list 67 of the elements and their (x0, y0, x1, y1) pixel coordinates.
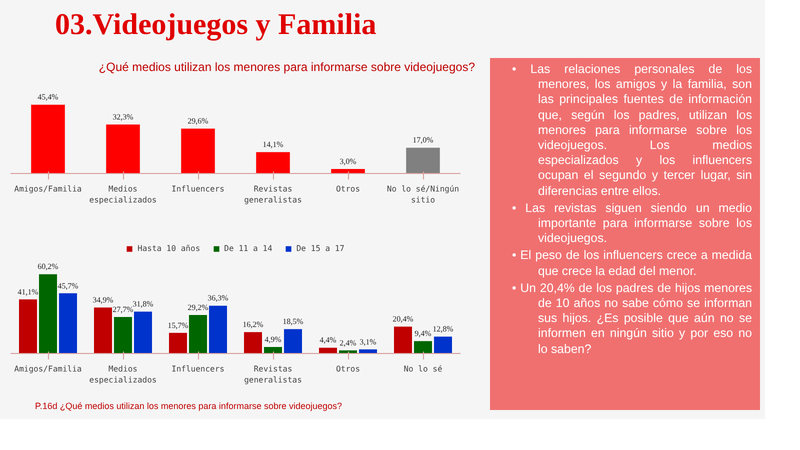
bar (106, 124, 140, 174)
data-label: 4,9% (264, 335, 282, 344)
data-label: 29,2% (188, 303, 209, 312)
data-label: 27,7% (112, 305, 134, 314)
data-label: 9,4% (414, 329, 432, 338)
legend-label: De 11 a 14 (224, 244, 272, 253)
data-label: 14,1% (262, 140, 284, 150)
bar (209, 306, 227, 354)
data-label: 15,7% (168, 320, 189, 330)
bar (256, 152, 290, 174)
text: • Un 20,4% de los padres de hijos menores de 10 años no sabe cómo se informan sus hijos. ¿Es posible que aún no se informen en ningún sitio y por eso no lo saben? (511, 280, 752, 357)
bar (169, 332, 187, 354)
x-tick-label: Influencers (172, 184, 225, 194)
legend-label: De 15 a 17 (296, 244, 344, 253)
data-label: 32,3% (112, 112, 134, 122)
bar (114, 317, 132, 354)
text: • Las revistas siguen siendo un medio importante para informarse sobre los videojuegos. (511, 200, 752, 246)
x-tick-label: Medios especializados (89, 364, 157, 384)
data-label: 4,4% (320, 336, 337, 345)
data-label: 34,9% (92, 296, 114, 305)
x-tick-label: Influencers (172, 364, 225, 374)
data-label: 36,3% (208, 294, 229, 303)
data-label: 45,4% (38, 92, 59, 102)
data-label: 60,2% (38, 262, 59, 272)
data-label: 45,7% (58, 281, 79, 290)
legend-label: Hasta 10 años (138, 244, 200, 253)
data-label: 3,1% (360, 337, 377, 346)
data-label: 16,2% (242, 320, 264, 330)
x-tick-label: Revistas generalistas (244, 364, 302, 384)
bar (39, 274, 57, 354)
x-tick-label: Otros (336, 364, 360, 374)
bar (19, 299, 37, 354)
bar (244, 332, 262, 354)
bar (406, 148, 440, 174)
text: • El peso de los influencers crece a medida que crece la edad del menor. (511, 248, 752, 279)
bar (414, 341, 432, 354)
bar (284, 329, 302, 354)
data-label: 31,8% (132, 300, 154, 309)
data-label: 18,5% (282, 317, 304, 326)
data-label: 12,8% (432, 324, 454, 334)
text: • Las relaciones personales de los menores, los amigos y la familia, son las principales fuentes de información que, según los padres, utilizan los menores para informarse sobre los videojuegos. Los medios especializados y los influencers ocupan el segundo y tercer lugar, sin diferencias entre ellos. (512, 62, 752, 198)
x-tick-label: Amigos/Familia (14, 364, 82, 374)
x-tick-label: No lo sé/Ningún sitio (386, 184, 460, 204)
chart-title: 03.Videojuegos y Familia (55, 7, 376, 43)
bar (264, 347, 282, 354)
bar (181, 128, 215, 174)
bar (189, 315, 207, 354)
data-label: 20,4% (392, 314, 414, 324)
x-tick-label: No lo sé (404, 364, 442, 374)
bar (31, 104, 65, 174)
x-tick-label: Medios especializados (89, 184, 157, 204)
x-tick-label: Amigos/Familia (14, 184, 82, 194)
x-tick-label: Otros (336, 184, 360, 194)
x-tick-label: Revistas generalistas (244, 184, 302, 204)
bar (94, 308, 112, 354)
data-label: 17,0% (412, 136, 434, 145)
data-label: 2,4% (340, 338, 357, 348)
text: P.16d ¿Qué medios utilizan los menores para informarse sobre videojuegos? (35, 400, 342, 413)
data-label: 29,6% (188, 116, 209, 126)
bar (394, 326, 412, 354)
bar (59, 293, 77, 354)
data-label: 41,1% (18, 287, 39, 296)
bar (134, 312, 152, 354)
bar (434, 336, 452, 354)
bar (319, 348, 337, 354)
chart-subtitle: ¿Qué medios utilizan los menores para informarse sobre videojuegos? (98, 59, 475, 76)
data-label: 3,0% (340, 156, 357, 166)
